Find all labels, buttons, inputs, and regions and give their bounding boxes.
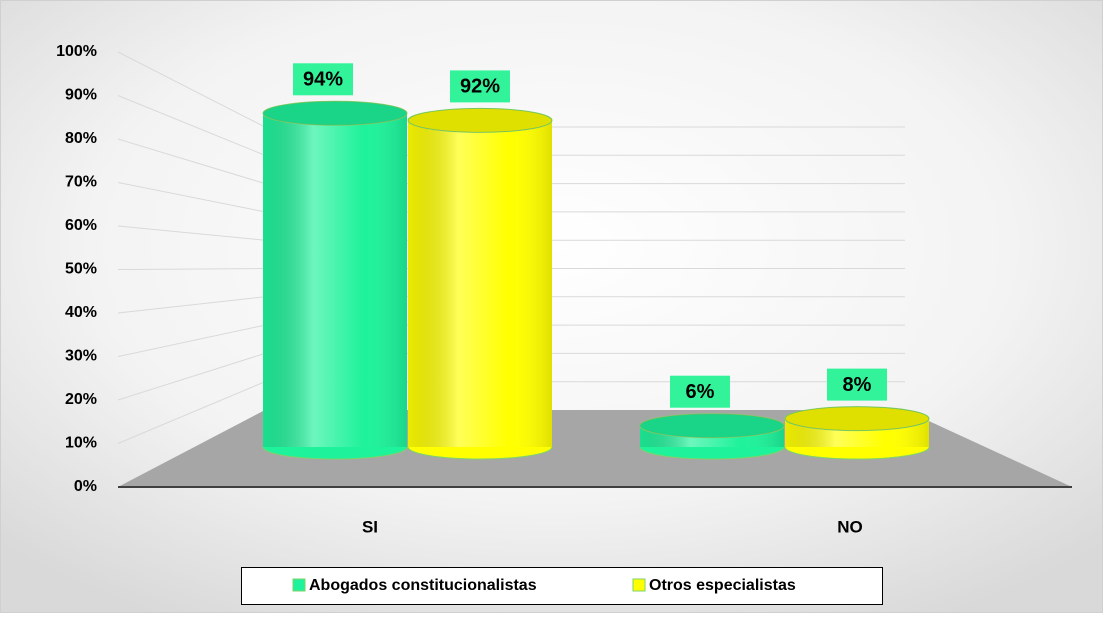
grid-line-side <box>117 268 266 270</box>
legend-label: Otros especialistas <box>649 577 796 594</box>
value-label-box <box>670 375 730 408</box>
cylinder-top <box>784 406 930 432</box>
value-label-box <box>827 368 887 401</box>
grid-line-side <box>117 138 266 185</box>
cylinder-top <box>262 100 408 126</box>
legend-swatch <box>632 578 646 592</box>
y-tick-label: 80% <box>65 130 97 147</box>
y-tick-label: 100% <box>56 43 97 60</box>
value-label-box <box>293 63 353 96</box>
x-tick-label: SI <box>362 517 378 536</box>
legend-swatch <box>292 578 306 592</box>
cylinder-top-shade <box>640 413 784 438</box>
cylinder-top-shade <box>785 406 929 431</box>
y-tick-label: 70% <box>65 174 97 191</box>
cylinder-top <box>407 107 553 133</box>
cylinder-shine <box>263 113 407 448</box>
y-tick-label: 30% <box>65 348 97 365</box>
value-label: 92% <box>460 76 500 98</box>
legend-box <box>241 567 883 605</box>
grid-line-side <box>117 296 266 314</box>
y-tick-label: 50% <box>65 261 97 278</box>
grid-line-side <box>117 182 266 213</box>
cylinder-top-shade <box>408 108 552 133</box>
grid-line-side <box>117 51 266 128</box>
grid-line-side <box>117 352 266 401</box>
grid-line-side <box>117 95 266 156</box>
value-label: 6% <box>686 381 715 403</box>
y-tick-label: 60% <box>65 217 97 234</box>
cylinder-top-shade <box>263 101 407 126</box>
value-label: 94% <box>303 69 343 91</box>
legend-label: Abogados constitucionalistas <box>309 577 537 594</box>
y-tick-label: 20% <box>65 391 97 408</box>
grid-line-side <box>117 324 266 357</box>
cylinder-shine <box>408 120 552 448</box>
y-tick-label: 10% <box>65 435 97 452</box>
grid-line-side <box>117 225 266 241</box>
y-tick-label: 0% <box>74 478 97 495</box>
y-tick-label: 90% <box>65 87 97 104</box>
y-tick-label: 40% <box>65 304 97 321</box>
grid-line-side <box>117 381 266 444</box>
cylinder-top <box>639 413 785 439</box>
value-label: 8% <box>843 374 872 396</box>
value-label-box <box>450 70 510 103</box>
x-tick-label: NO <box>837 517 863 536</box>
